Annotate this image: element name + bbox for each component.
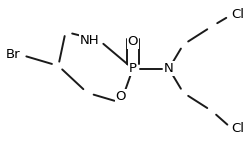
- Text: O: O: [116, 90, 126, 103]
- Text: NH: NH: [80, 34, 99, 47]
- Text: Cl: Cl: [231, 8, 244, 21]
- Text: O: O: [128, 35, 138, 48]
- Text: Br: Br: [5, 48, 20, 61]
- Text: Cl: Cl: [231, 122, 244, 135]
- Text: P: P: [129, 62, 137, 75]
- Text: N: N: [164, 62, 174, 75]
